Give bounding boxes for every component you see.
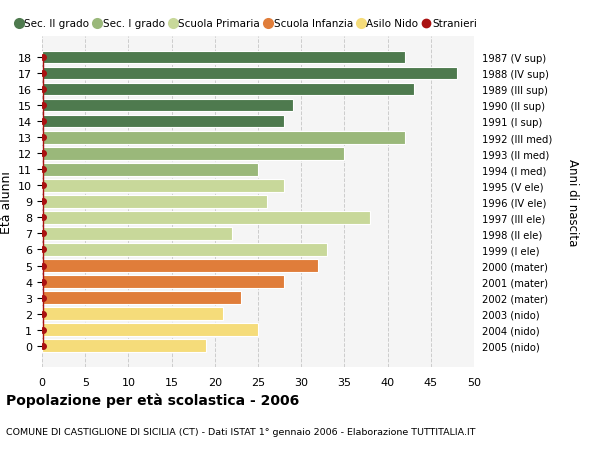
Bar <box>42 68 457 80</box>
Y-axis label: Anni di nascita: Anni di nascita <box>566 158 579 246</box>
Text: COMUNE DI CASTIGLIONE DI SICILIA (CT) - Dati ISTAT 1° gennaio 2006 - Elaborazion: COMUNE DI CASTIGLIONE DI SICILIA (CT) - … <box>6 427 476 436</box>
Bar <box>42 84 413 96</box>
Bar <box>42 164 258 176</box>
Bar <box>42 212 370 224</box>
Text: Popolazione per età scolastica - 2006: Popolazione per età scolastica - 2006 <box>6 392 299 407</box>
Bar <box>42 228 232 240</box>
Legend: Sec. II grado, Sec. I grado, Scuola Primaria, Scuola Infanzia, Asilo Nido, Stran: Sec. II grado, Sec. I grado, Scuola Prim… <box>12 15 481 34</box>
Bar <box>42 292 241 304</box>
Bar <box>42 276 284 288</box>
Y-axis label: Età alunni: Età alunni <box>0 171 13 233</box>
Bar <box>42 180 284 192</box>
Bar <box>42 116 284 128</box>
Bar <box>42 100 293 112</box>
Bar <box>42 132 405 144</box>
Bar <box>42 260 319 272</box>
Bar <box>42 244 327 256</box>
Bar <box>42 308 223 320</box>
Bar <box>42 196 266 208</box>
Bar <box>42 340 206 352</box>
Bar <box>42 148 344 160</box>
Bar <box>42 52 405 64</box>
Bar <box>42 324 258 336</box>
